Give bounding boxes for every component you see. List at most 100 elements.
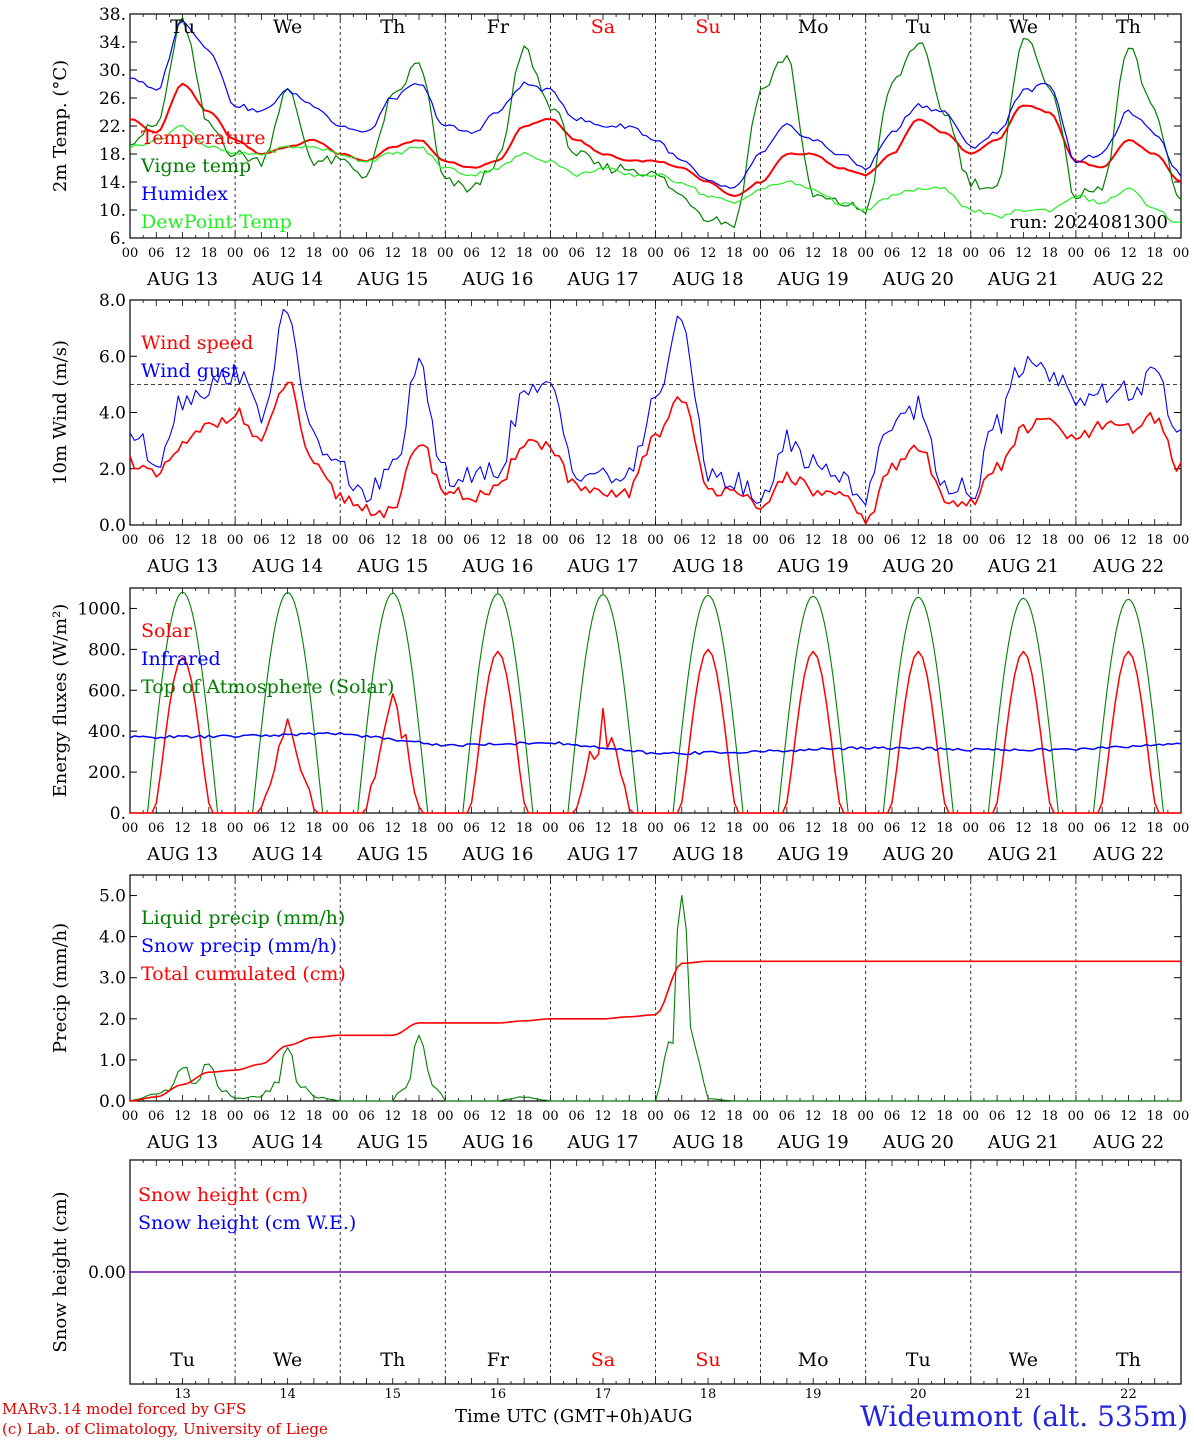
day-number: 21 (1015, 1387, 1032, 1402)
hour-tick-label: 18 (1146, 821, 1163, 836)
hour-tick-label: 06 (463, 821, 480, 836)
hour-tick-label: 18 (726, 533, 743, 548)
date-label: AUG 21 (987, 1132, 1059, 1153)
hour-tick-label: 12 (805, 533, 822, 548)
date-label: AUG 22 (1092, 556, 1164, 577)
legend-entry: Temperature (141, 127, 265, 149)
hour-tick-label: 18 (1041, 246, 1058, 261)
hour-tick-label: 18 (936, 246, 953, 261)
date-label: AUG 16 (461, 844, 533, 865)
hour-tick-label: 00 (1068, 533, 1085, 548)
y-tick-label: 1000. (77, 599, 126, 619)
hour-tick-label: 18 (621, 246, 638, 261)
y-tick-label: 0. (110, 804, 126, 824)
y-tick-label: 8.0 (99, 291, 126, 311)
hour-tick-label: 18 (1041, 821, 1058, 836)
series-line (130, 648, 1181, 814)
hour-tick-label: 06 (253, 821, 270, 836)
hour-tick-label: 06 (358, 1109, 375, 1124)
y-tick-label: 34. (99, 33, 126, 53)
hour-tick-label: 00 (122, 1109, 139, 1124)
series-line (129, 731, 1182, 756)
day-name: Th (380, 16, 405, 38)
hour-tick-label: 18 (621, 821, 638, 836)
hour-tick-label: 18 (936, 821, 953, 836)
plot-frame (129, 13, 1182, 239)
y-tick-label: 18. (99, 145, 126, 165)
legend-entry: Total cumulated (cm) (141, 963, 346, 985)
hour-tick-label: 00 (752, 533, 769, 548)
hour-tick-label: 18 (726, 246, 743, 261)
hour-tick-label: 06 (989, 533, 1006, 548)
date-label: AUG 21 (987, 556, 1059, 577)
date-label: AUG 13 (146, 1132, 218, 1153)
hour-tick-label: 06 (884, 1109, 901, 1124)
hour-tick-label: 00 (1173, 246, 1190, 261)
hour-tick-label: 00 (1068, 1109, 1085, 1124)
hour-tick-label: 18 (1146, 533, 1163, 548)
y-tick-label: 4.0 (99, 404, 126, 424)
series-line (129, 960, 1181, 1102)
hour-tick-label: 00 (963, 246, 980, 261)
series-line (129, 124, 1182, 224)
hour-tick-label: 06 (884, 533, 901, 548)
hour-tick-label: 00 (332, 821, 349, 836)
series-line (129, 19, 1182, 189)
y-tick-label: 600. (88, 681, 126, 701)
hour-tick-label: 18 (516, 821, 533, 836)
hour-tick-label: 06 (463, 1109, 480, 1124)
hour-tick-label: 00 (647, 1109, 664, 1124)
hour-tick-label: 12 (279, 1109, 296, 1124)
hour-tick-label: 18 (831, 246, 848, 261)
hour-tick-label: 06 (358, 821, 375, 836)
hour-tick-label: 06 (1094, 1109, 1111, 1124)
hour-tick-label: 00 (332, 533, 349, 548)
hour-tick-label: 12 (910, 533, 927, 548)
hour-tick-label: 12 (490, 533, 507, 548)
date-label: AUG 17 (566, 844, 638, 865)
hour-tick-label: 00 (542, 1109, 559, 1124)
hour-tick-label: 06 (1094, 821, 1111, 836)
hour-tick-label: 18 (306, 821, 323, 836)
hour-tick-label: 18 (621, 533, 638, 548)
date-label: AUG 16 (461, 269, 533, 290)
date-label: AUG 15 (356, 844, 428, 865)
hour-tick-label: 00 (437, 1109, 454, 1124)
y-axis-label: 2m Temp. (°C) (50, 60, 71, 192)
hour-tick-label: 00 (1173, 533, 1190, 548)
x-axis-title: Time UTC (GMT+0h)AUG (455, 1406, 693, 1427)
day-name: Tu (170, 16, 195, 38)
hour-tick-label: 00 (227, 533, 244, 548)
day-name: Sa (591, 16, 615, 38)
date-label: AUG 17 (566, 556, 638, 577)
hour-tick-label: 00 (752, 821, 769, 836)
hour-tick-label: 18 (201, 821, 218, 836)
date-label: AUG 20 (882, 269, 954, 290)
hour-tick-label: 12 (1120, 533, 1137, 548)
date-label: AUG 15 (356, 1132, 428, 1153)
date-label: AUG 17 (566, 1132, 638, 1153)
y-tick-label: 10. (99, 201, 126, 221)
hour-tick-label: 00 (437, 246, 454, 261)
y-tick-label: 26. (99, 89, 126, 109)
hour-tick-label: 00 (542, 821, 559, 836)
day-number: 17 (595, 1387, 612, 1402)
series-line (129, 16, 1182, 229)
station-name: Wideumont (alt. 535m) (860, 1400, 1188, 1433)
hour-tick-label: 06 (674, 533, 691, 548)
hour-tick-label: 00 (542, 246, 559, 261)
legend-entry: Snow precip (mm/h) (141, 935, 337, 957)
y-axis-label: Precip (mm/h) (50, 923, 71, 1053)
hour-tick-label: 00 (752, 246, 769, 261)
wind-panel: 8.0 6.0 4.0 2.0 0.0 10m Wind (m/s) Wind speed W… (50, 291, 1189, 577)
day-name: We (1009, 1349, 1038, 1371)
date-label: AUG 18 (671, 269, 743, 290)
hour-tick-label: 12 (174, 533, 191, 548)
y-tick-label: 30. (99, 61, 126, 81)
hour-tick-label: 18 (411, 821, 428, 836)
day-name: Tu (170, 1349, 195, 1371)
hour-tick-label: 18 (306, 1109, 323, 1124)
date-label: AUG 14 (251, 556, 323, 577)
hour-tick-label: 06 (1094, 246, 1111, 261)
hour-tick-label: 06 (989, 821, 1006, 836)
